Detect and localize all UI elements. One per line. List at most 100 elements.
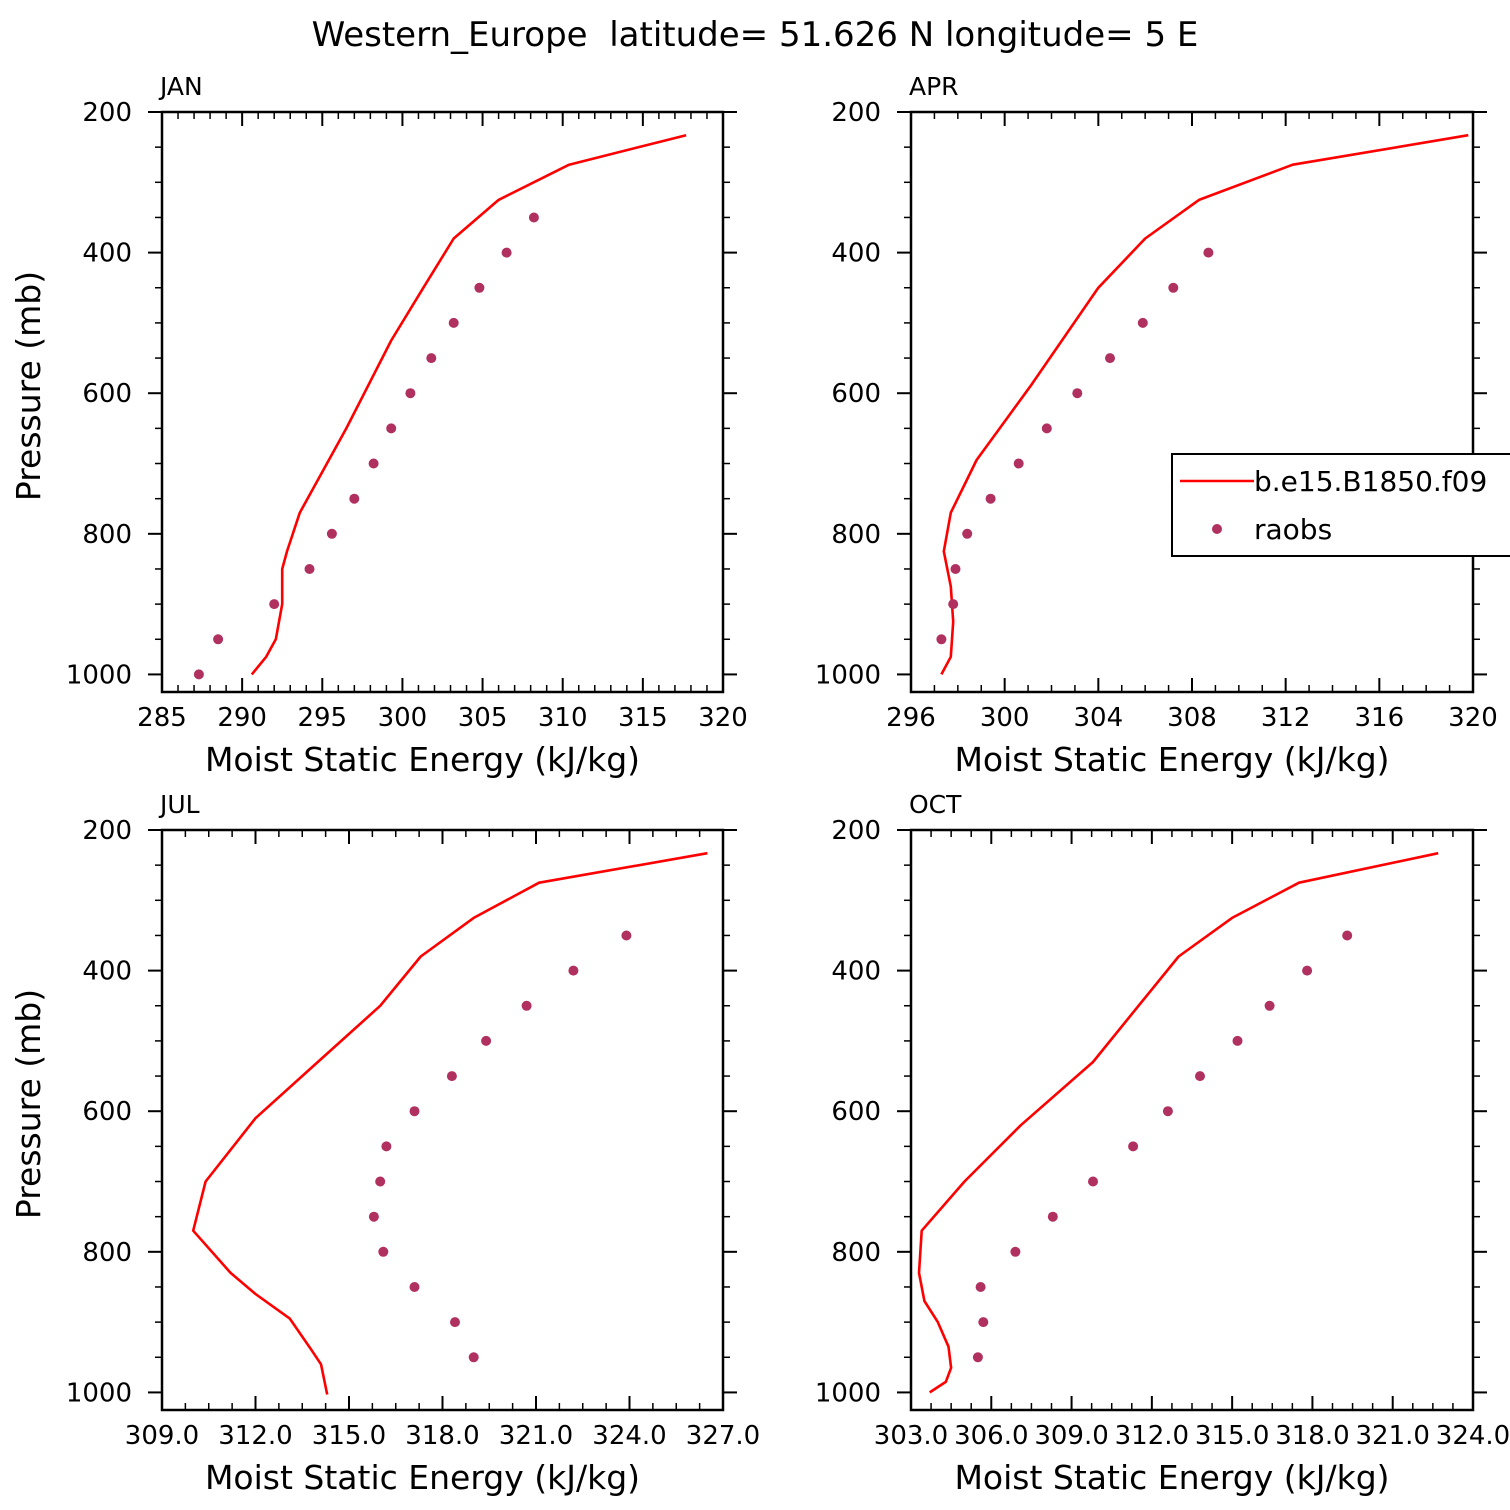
panel-label-jul: JUL — [158, 790, 200, 819]
y-tick-label: 400 — [831, 239, 881, 269]
raobs-point — [1047, 1211, 1058, 1222]
y-tick-label: 200 — [82, 98, 132, 128]
raobs-point — [948, 599, 959, 610]
raobs-point — [213, 634, 224, 645]
y-tick-label: 200 — [831, 816, 881, 846]
x-tick-label: 320 — [698, 703, 748, 733]
raobs-point — [448, 317, 459, 328]
x-tick-label: 305 — [458, 703, 508, 733]
raobs-point — [349, 493, 360, 504]
x-axis-label: Moist Static Energy (kJ/kg) — [954, 1458, 1389, 1497]
x-tick-label: 304 — [1074, 703, 1124, 733]
plot-frame-apr — [909, 110, 1475, 694]
raobs-point — [621, 930, 632, 941]
y-tick-label: 1000 — [815, 660, 881, 690]
y-tick-label: 600 — [831, 1097, 881, 1127]
panel-jan: 285 290 295 300 305 310 315 320 200 400 600 800 1000… — [9, 72, 748, 779]
plot-area-jan — [193, 133, 687, 680]
raobs-point — [1128, 1141, 1139, 1152]
x-tick-label: 300 — [980, 703, 1030, 733]
x-tick-label: 310 — [538, 703, 588, 733]
plot-frame-jan — [160, 110, 725, 694]
x-tick-label: 324.0 — [592, 1421, 666, 1451]
raobs-point — [1302, 965, 1313, 976]
y-axis-label: Pressure (mb) — [9, 271, 48, 501]
raobs-point — [1168, 282, 1179, 293]
raobs-point — [501, 247, 512, 258]
raobs-point — [1342, 930, 1353, 941]
raobs-point — [409, 1106, 420, 1117]
x-tick-label: 309.0 — [1034, 1421, 1108, 1451]
raobs-point — [1088, 1176, 1098, 1187]
x-tick-label: 315.0 — [1195, 1421, 1269, 1451]
raobs-point — [450, 1317, 460, 1328]
raobs-point — [1203, 247, 1214, 258]
x-tick-label: 312 — [1261, 703, 1311, 733]
x-tick-label: 318.0 — [1275, 1421, 1349, 1451]
y-tick-label: 800 — [82, 1238, 132, 1268]
raobs-point — [378, 1246, 389, 1257]
raobs-point — [1137, 317, 1148, 328]
raobs-point — [1162, 1106, 1173, 1117]
panel-label-apr: APR — [909, 72, 959, 101]
raobs-point — [1232, 1035, 1243, 1046]
legend: b.e15.B1850.f09 raobs — [1171, 453, 1510, 557]
ticks-oct — [897, 829, 1487, 1410]
y-tick-label: 800 — [831, 1238, 881, 1268]
raobs-point — [381, 1141, 392, 1152]
plot-frame-jul — [160, 828, 725, 1412]
raobs-point — [975, 1282, 986, 1292]
plot-area-oct — [917, 851, 1439, 1394]
raobs-point — [1041, 423, 1052, 434]
y-tick-label: 1000 — [815, 1378, 881, 1408]
figure-title: Western_Europe latitude= 51.626 N longit… — [312, 15, 1199, 55]
plot-area-jul — [191, 851, 708, 1395]
raobs-point — [468, 1352, 479, 1363]
raobs-point — [405, 388, 416, 399]
raobs-point — [1072, 388, 1083, 399]
legend-obs-label: raobs — [1254, 513, 1332, 546]
raobs-point — [269, 599, 280, 610]
raobs-point — [568, 965, 579, 976]
y-tick-label: 600 — [82, 379, 132, 409]
raobs-point — [521, 1000, 532, 1011]
raobs-point — [409, 1282, 420, 1292]
x-tick-label: 320 — [1448, 703, 1498, 733]
ticks-jul — [148, 829, 737, 1410]
x-tick-label: 312.0 — [218, 1421, 292, 1451]
y-tick-label: 1000 — [66, 660, 132, 690]
x-axis-label: Moist Static Energy (kJ/kg) — [954, 740, 1389, 779]
x-tick-label: 308 — [1167, 703, 1217, 733]
x-tick-label: 327.0 — [686, 1421, 760, 1451]
y-axis-label: Pressure (mb) — [9, 989, 48, 1219]
model-line-jan — [250, 133, 687, 676]
x-tick-label: 295 — [297, 703, 347, 733]
x-tick-label: 290 — [217, 703, 267, 733]
x-tick-label: 315.0 — [312, 1421, 386, 1451]
raobs-point — [972, 1352, 983, 1363]
y-tick-label: 400 — [831, 957, 881, 987]
y-tick-label: 800 — [831, 520, 881, 550]
x-tick-label: 285 — [137, 703, 187, 733]
x-tick-label: 303.0 — [874, 1421, 948, 1451]
raobs-point — [978, 1317, 989, 1328]
model-line-oct — [917, 851, 1439, 1394]
panel-label-oct: OCT — [909, 790, 962, 819]
raobs-point — [375, 1176, 386, 1187]
model-line-apr — [940, 133, 1469, 676]
raobs-point — [1195, 1071, 1205, 1082]
x-tick-label: 309.0 — [125, 1421, 199, 1451]
raobs-point — [368, 458, 379, 469]
x-tick-label: 315 — [618, 703, 668, 733]
raobs-point — [950, 564, 961, 574]
raobs-point — [936, 634, 947, 645]
raobs-point — [368, 1211, 379, 1222]
ticks-apr — [897, 111, 1487, 692]
x-tick-label: 300 — [378, 703, 428, 733]
panels: 285 290 295 300 305 310 315 320 200 400 600 800 1000… — [9, 72, 1510, 1497]
raobs-point — [326, 528, 337, 539]
plot-frame-oct — [909, 828, 1475, 1412]
x-tick-label: 321.0 — [1355, 1421, 1429, 1451]
raobs-point — [386, 423, 397, 434]
panel-apr: 296 300 304 308 312 316 320 200 400 600 800 1000 APR… — [815, 72, 1510, 779]
